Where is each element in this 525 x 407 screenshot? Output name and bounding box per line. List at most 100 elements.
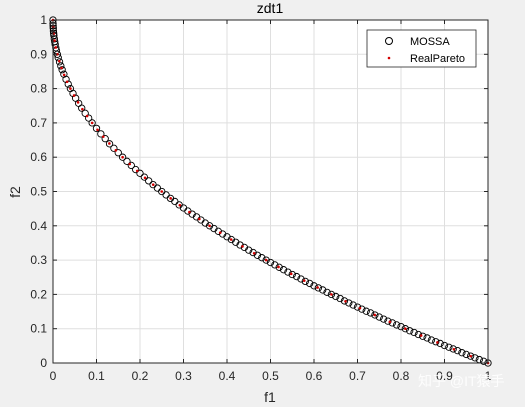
x-tick-label: 0.6 bbox=[306, 369, 323, 383]
mossa-point bbox=[292, 272, 301, 281]
legend-box bbox=[366, 29, 477, 68]
realpareto-point bbox=[404, 327, 407, 331]
x-tick-label: 0.9 bbox=[436, 369, 453, 383]
realpareto-point bbox=[302, 279, 306, 282]
mossa-point bbox=[110, 144, 118, 152]
mossa-point bbox=[50, 35, 58, 43]
mossa-point bbox=[401, 325, 409, 333]
realpareto-point bbox=[388, 320, 392, 324]
x-tick-label: 1 bbox=[485, 369, 492, 383]
mossa-point bbox=[310, 282, 318, 290]
realpareto-point bbox=[198, 217, 201, 221]
mossa-point bbox=[423, 334, 431, 342]
realpareto-point bbox=[252, 251, 256, 255]
mossa-point bbox=[140, 173, 149, 181]
mossa-point bbox=[262, 256, 270, 264]
mossa-point bbox=[136, 169, 144, 177]
mossa-point bbox=[458, 349, 466, 357]
mossa-point bbox=[145, 177, 153, 185]
mossa-point bbox=[88, 119, 96, 127]
realpareto-point bbox=[208, 224, 211, 228]
realpareto-point bbox=[188, 210, 191, 214]
realpareto-point bbox=[72, 94, 76, 97]
x-tick-label: 0.5 bbox=[262, 369, 279, 383]
mossa-point bbox=[284, 268, 292, 276]
mossa-point bbox=[371, 311, 379, 319]
realpareto-point bbox=[85, 114, 89, 118]
realpareto-point bbox=[169, 197, 172, 200]
mossa-point bbox=[445, 343, 453, 351]
mossa-point bbox=[340, 297, 349, 305]
legend-label-mossa: MOSSA bbox=[410, 36, 450, 48]
realpareto-point bbox=[101, 135, 105, 138]
realpareto-point bbox=[114, 149, 118, 152]
mossa-point bbox=[245, 246, 253, 254]
realpareto-point bbox=[54, 46, 58, 49]
x-tick-label: 0.2 bbox=[132, 369, 149, 383]
mossa-point bbox=[58, 66, 66, 74]
y-tick-label: 0.8 bbox=[30, 82, 47, 96]
mossa-point bbox=[479, 357, 488, 365]
realpareto-point bbox=[316, 286, 319, 289]
mossa-point bbox=[466, 352, 475, 360]
realpareto-point bbox=[57, 59, 61, 63]
mossa-point bbox=[384, 317, 392, 325]
realpareto-point bbox=[289, 272, 293, 276]
realpareto-point bbox=[218, 231, 222, 234]
y-tick-label: 0.3 bbox=[30, 253, 47, 267]
x-tick-label: 0 bbox=[50, 369, 57, 383]
mossa-point bbox=[440, 341, 449, 350]
mossa-point bbox=[266, 258, 275, 267]
mossa-point bbox=[105, 140, 114, 148]
mossa-point bbox=[92, 124, 101, 133]
ticks: 0 0.1 0.2 0.3 0.4 0.5 0.6 0.7 0.8 0.9 1 0 0.1 0.2 0.3 0… bbox=[30, 13, 491, 383]
mossa-point bbox=[85, 114, 93, 122]
realpareto-point bbox=[358, 306, 362, 310]
mossa-point bbox=[288, 270, 296, 279]
mossa-point bbox=[336, 294, 344, 303]
watermark-text: 知乎 @IT猿手 bbox=[418, 373, 505, 389]
mossa-point bbox=[301, 277, 309, 286]
realpareto-point bbox=[108, 142, 111, 145]
realpareto-point bbox=[121, 155, 124, 159]
mossa-point bbox=[258, 254, 266, 262]
y-tick-label: 0.4 bbox=[30, 219, 47, 233]
mossa-point bbox=[62, 75, 70, 83]
y-tick-label: 0.9 bbox=[30, 47, 47, 61]
y-tick-label: 0.7 bbox=[30, 116, 47, 130]
mossa-point bbox=[64, 80, 72, 88]
mossa-point bbox=[449, 345, 457, 353]
y-axis-label: f2 bbox=[7, 186, 23, 198]
x-tick-label: 0.8 bbox=[393, 369, 410, 383]
realpareto-point bbox=[90, 121, 94, 125]
realpareto-point bbox=[330, 293, 333, 296]
realpareto-point bbox=[277, 265, 280, 269]
mossa-point bbox=[379, 315, 388, 323]
realpareto-point bbox=[264, 258, 268, 262]
mossa-point bbox=[55, 58, 64, 66]
mossa-point bbox=[332, 292, 340, 301]
mossa-point bbox=[297, 275, 305, 283]
y-tick-label: 0.1 bbox=[30, 322, 47, 336]
mossa-point bbox=[471, 354, 479, 362]
y-tick-label: 1 bbox=[40, 13, 47, 27]
mossa-point bbox=[305, 279, 314, 288]
mossa-point bbox=[57, 62, 65, 70]
legend-marker-mossa bbox=[385, 37, 393, 45]
mossa-point bbox=[253, 251, 262, 259]
mossa-point bbox=[275, 263, 283, 271]
realpareto-point bbox=[436, 341, 439, 344]
mossa-point bbox=[362, 307, 370, 315]
legend-label-realpareto: RealPareto bbox=[410, 53, 465, 65]
mossa-point bbox=[419, 332, 427, 340]
mossa-point bbox=[358, 305, 366, 313]
realpareto-point bbox=[69, 87, 72, 90]
grid bbox=[53, 20, 488, 363]
mossa-point bbox=[114, 149, 122, 157]
realpareto-point bbox=[143, 176, 147, 180]
mossa-point bbox=[131, 165, 140, 174]
y-tick-label: 0.5 bbox=[30, 185, 47, 199]
realpareto-point bbox=[96, 128, 99, 132]
mossa-point bbox=[101, 135, 109, 143]
